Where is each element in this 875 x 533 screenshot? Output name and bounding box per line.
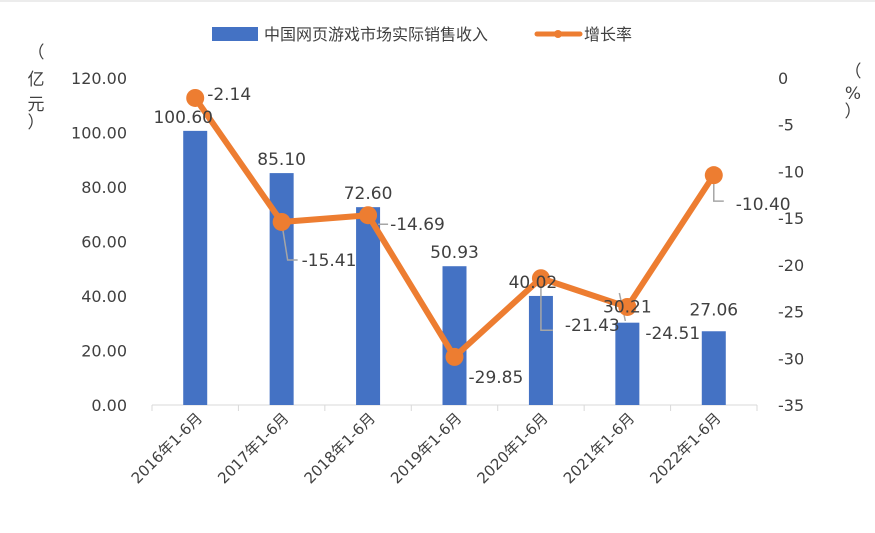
bar-data-label: 72.60 [344, 184, 393, 204]
x-tick-label: 2020年1-6月 [473, 409, 551, 487]
x-tick-label: 2018年1-6月 [301, 409, 379, 487]
bar-data-label: 27.06 [689, 300, 738, 320]
growth-data-label: -10.40 [736, 195, 791, 215]
y-left-tick-label: 20.00 [81, 342, 127, 361]
growth-data-label: -14.69 [390, 215, 445, 235]
y-left-tick-label: 60.00 [81, 233, 127, 252]
growth-data-label: -29.85 [469, 368, 524, 388]
growth-marker [359, 206, 378, 225]
growth-marker [272, 212, 291, 231]
bar [183, 130, 208, 406]
y-right-tick-label: -35 [778, 396, 804, 415]
x-tick-label: 2016年1-6月 [128, 409, 206, 487]
leader-line [280, 221, 298, 261]
legend-bar-label: 中国网页游戏市场实际销售收入 [264, 25, 488, 44]
bar-data-label: 40.02 [509, 273, 558, 293]
y-right-axis-label: ） [845, 102, 862, 122]
growth-marker [618, 297, 637, 316]
y-right-axis-label: （ [845, 62, 862, 82]
legend-bar-swatch [212, 27, 258, 41]
growth-data-label: -15.41 [302, 251, 357, 271]
growth-data-label: -2.14 [207, 85, 251, 105]
bar-data-label: 100.60 [153, 108, 212, 128]
y-left-tick-label: 100.00 [71, 124, 127, 143]
growth-marker [531, 269, 550, 288]
growth-marker [445, 347, 464, 366]
y-right-tick-label: -30 [778, 349, 804, 368]
bar [615, 322, 640, 405]
y-right-axis-label: % [845, 84, 861, 104]
y-right-tick-label: 0 [778, 69, 788, 88]
y-left-tick-label: 40.00 [81, 287, 127, 306]
y-left-tick-label: 120.00 [71, 69, 127, 88]
legend-line-marker [554, 30, 562, 38]
growth-data-label: -21.43 [565, 316, 620, 336]
y-left-tick-label: 0.00 [91, 396, 127, 415]
y-right-tick-label: -10 [778, 162, 804, 181]
bar [442, 266, 467, 405]
growth-data-label: -24.51 [645, 324, 700, 344]
bar-data-label: 30.21 [603, 298, 652, 318]
legend: 中国网页游戏市场实际销售收入 增长率 [212, 25, 632, 44]
bar [701, 331, 726, 405]
y-left-axis-label: 亿 [28, 70, 45, 90]
x-tick-label: 2019年1-6月 [387, 409, 465, 487]
growth-marker [186, 88, 205, 107]
y-right-tick-label: -5 [778, 116, 794, 135]
y-left-axis-label: 元 [28, 95, 45, 115]
y-left-axis-label: （ [28, 43, 45, 63]
y-left-tick-label: 80.00 [81, 178, 127, 197]
x-tick-label: 2017年1-6月 [214, 409, 292, 487]
x-tick-label: 2021年1-6月 [560, 409, 638, 487]
bar-data-label: 50.93 [430, 243, 479, 263]
y-left-axis-label: ） [28, 113, 45, 133]
leader-line [540, 278, 553, 331]
y-right-tick-label: -15 [778, 209, 804, 228]
bar [356, 207, 381, 405]
x-tick-label: 2022年1-6月 [646, 409, 724, 487]
legend-line-label: 增长率 [584, 25, 632, 44]
y-right-tick-label: -25 [778, 303, 804, 322]
y-right-tick-label: -20 [778, 256, 804, 275]
growth-marker [704, 166, 723, 185]
bar-data-label: 85.10 [257, 150, 306, 170]
